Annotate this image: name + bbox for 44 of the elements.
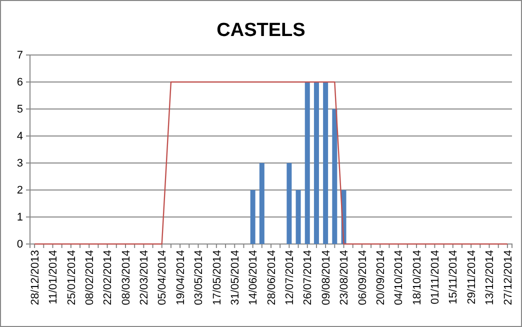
- x-tick-label: 08/03/2014: [120, 250, 132, 306]
- x-tick-label: 01/11/2014: [430, 250, 442, 304]
- y-tick-label: 4: [16, 130, 23, 143]
- x-tick-label: 12/07/2014: [284, 250, 296, 306]
- bar: [250, 190, 256, 244]
- x-tick-label: 05/04/2014: [156, 250, 169, 306]
- y-tick-label: 5: [16, 104, 23, 116]
- x-tick-label: 11/01/2014: [48, 250, 60, 304]
- y-tick-label: 6: [16, 76, 23, 89]
- x-tick-label: 28/12/2013: [29, 250, 42, 306]
- x-tick-label: 22/02/2014: [102, 250, 114, 306]
- y-tick-label: 3: [16, 158, 23, 170]
- y-tick-label: 2: [16, 184, 23, 197]
- bar: [286, 163, 292, 244]
- bar: [323, 82, 328, 244]
- x-tick-label: 27/12/2014: [502, 250, 514, 306]
- bar: [259, 163, 264, 244]
- x-tick-label: 08/02/2014: [84, 250, 96, 306]
- y-tick-label: 1: [16, 212, 23, 224]
- x-tick-label: 18/10/2014: [411, 250, 424, 306]
- x-tick-label: 25/01/2014: [66, 250, 78, 306]
- x-tick-label: 13/12/2014: [484, 250, 496, 306]
- x-tick-label: 03/05/2014: [193, 250, 206, 306]
- x-tick-label: 06/09/2014: [356, 250, 369, 306]
- x-tick-label: 09/08/2014: [320, 250, 332, 306]
- x-tick-label: 28/06/2014: [266, 250, 278, 306]
- x-tick-label: 31/05/2014: [229, 250, 242, 306]
- x-tick-label: 20/09/2014: [374, 250, 387, 306]
- x-tick-label: 23/08/2014: [338, 250, 351, 306]
- y-tick-label: 7: [16, 50, 23, 62]
- chart-title: CASTELS: [216, 20, 306, 41]
- bar: [296, 190, 301, 244]
- x-tick-label: 22/03/2014: [138, 250, 151, 306]
- x-tick-label: 17/05/2014: [211, 250, 224, 306]
- x-tick-label: 15/11/2014: [448, 250, 460, 304]
- x-tick-label: 29/11/2014: [466, 250, 478, 304]
- x-tick-label: 04/10/2014: [393, 250, 406, 306]
- bar: [314, 82, 319, 244]
- bar: [332, 109, 338, 244]
- bar: [304, 82, 310, 244]
- y-tick-label: 0: [16, 238, 23, 251]
- x-tick-label: 19/04/2014: [174, 250, 187, 306]
- x-tick-label: 14/06/2014: [248, 250, 260, 306]
- x-tick-label: 26/07/2014: [302, 250, 314, 306]
